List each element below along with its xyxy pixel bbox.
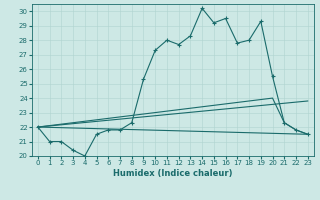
X-axis label: Humidex (Indice chaleur): Humidex (Indice chaleur): [113, 169, 233, 178]
